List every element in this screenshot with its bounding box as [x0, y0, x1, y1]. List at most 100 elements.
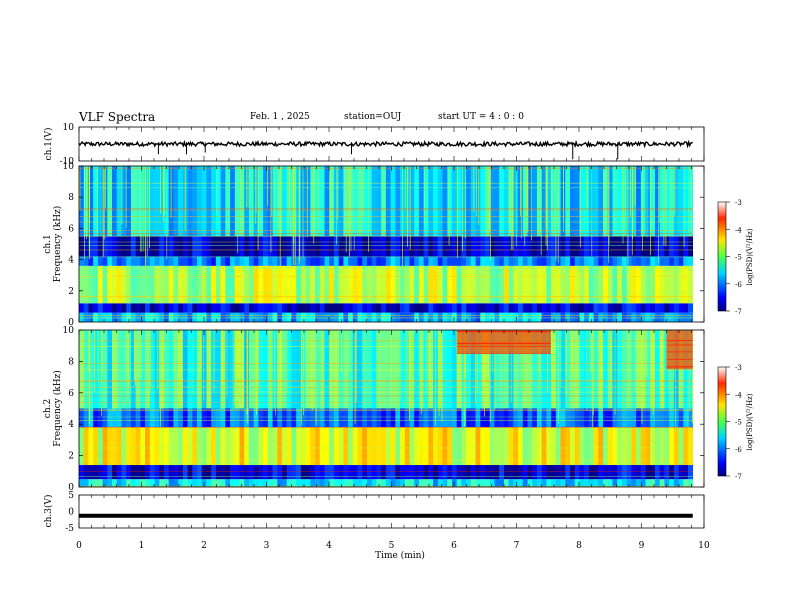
colorbar1-tick-1: -4 — [735, 226, 742, 234]
spectrogram-cell — [362, 408, 368, 428]
spectrogram-cell — [518, 265, 524, 304]
spectrogram-cell — [187, 479, 193, 487]
spectrogram-cell — [574, 236, 580, 257]
spectrogram-cell — [366, 236, 373, 257]
spectrogram-cell — [163, 465, 169, 480]
spectrogram-cell — [305, 303, 311, 313]
spectrogram-cell — [400, 479, 406, 487]
spectrogram-cell — [145, 303, 151, 313]
spectrogram-cell — [197, 408, 203, 428]
spectrogram-cell — [376, 166, 382, 237]
spectrogram-cell — [593, 265, 599, 304]
ch1-waveform-panel — [78, 139, 694, 160]
spectrogram-cell — [390, 236, 396, 257]
spectrogram-cell — [617, 465, 623, 480]
spectrogram-cell — [485, 265, 491, 304]
spectrogram-cell — [536, 312, 542, 322]
spectrogram-cell — [366, 408, 373, 428]
spectrogram-cell — [97, 236, 103, 257]
spectrogram-cell — [348, 312, 354, 322]
spectrogram-cell — [636, 166, 642, 237]
spectrogram-cell — [442, 427, 448, 466]
spectrogram-cell — [211, 265, 217, 304]
spectrogram-cell — [230, 265, 236, 304]
spectrogram-cell — [664, 427, 670, 466]
xtick-label-2: 2 — [201, 541, 207, 551]
spectrogram-cell — [659, 265, 665, 304]
spectrogram-cell — [451, 408, 457, 428]
spectrogram-cell — [593, 427, 599, 466]
spectrogram-cell — [570, 265, 576, 304]
spectrogram-cell — [116, 303, 122, 313]
spectrogram-cell — [107, 166, 113, 237]
spectrogram-cell — [664, 479, 670, 487]
spectrogram-cell — [631, 465, 637, 480]
spectrogram-cell — [423, 427, 429, 466]
spectrogram-cell — [211, 256, 217, 266]
spectrogram-cell — [286, 465, 292, 480]
spectrogram-cell — [433, 265, 439, 304]
spectrogram-cell — [574, 312, 580, 322]
spectrogram-cell — [560, 166, 566, 237]
spectrogram-cell — [83, 256, 89, 266]
spectrogram-cell — [645, 312, 651, 322]
spectrogram-cell — [522, 427, 528, 466]
spectrogram-cell — [343, 312, 349, 322]
spectrogram-cell — [83, 236, 89, 257]
spectrogram-cell — [112, 236, 118, 257]
spectrogram-cell — [83, 312, 89, 322]
spectrogram-cell — [621, 465, 627, 480]
spectrogram-cell — [645, 479, 651, 487]
spectrogram-cell — [102, 303, 108, 313]
spectrogram-cell — [475, 256, 481, 266]
spectrogram-cell — [461, 479, 467, 487]
s1-ylabel: ch.1Frequency (kHz) — [43, 206, 63, 283]
spectrogram-cell — [673, 465, 679, 480]
spectrogram-cell — [409, 312, 415, 322]
spectrogram-cell — [305, 312, 311, 322]
spectrogram-cell — [93, 236, 99, 257]
spectrogram-cell — [215, 427, 221, 466]
spectrogram-cell — [215, 265, 221, 304]
spectrogram-cell — [650, 303, 656, 313]
spectrogram-cell — [263, 303, 269, 313]
spectrogram-cell — [112, 256, 118, 266]
colorbar2-label: log(PSD)(V²/Hz) — [746, 393, 754, 450]
spectrogram-cell — [112, 303, 118, 313]
spectrogram-cell — [149, 265, 155, 304]
spectrogram-cell — [418, 166, 424, 237]
spectrogram-cell — [612, 303, 618, 313]
spectrogram-cell — [338, 166, 344, 237]
spectrogram-cell — [518, 465, 524, 480]
spectrogram-cell — [395, 479, 401, 487]
spectrogram-cell — [385, 312, 391, 322]
spectrogram-cell — [447, 408, 453, 428]
spectrogram-cell — [291, 312, 297, 322]
spectrogram-cell — [673, 408, 679, 428]
spectrogram-cell — [475, 427, 481, 466]
spectrogram-cell — [565, 479, 571, 487]
spectrogram-cell — [598, 312, 604, 322]
spectrogram-cell — [640, 303, 646, 313]
spectrogram-cell — [357, 256, 363, 266]
spectrogram-cell — [466, 256, 472, 266]
spectrogram-cell — [461, 330, 467, 409]
spectrogram-cell — [267, 265, 273, 304]
spectrogram-cell — [654, 303, 660, 313]
spectrogram-cell — [197, 166, 203, 237]
spectrogram-cell — [503, 330, 509, 409]
spectrogram-cell — [688, 236, 694, 257]
spectrogram-cell — [527, 303, 533, 313]
spectrogram-cell — [272, 479, 278, 487]
spectrogram-cell — [371, 408, 377, 428]
spectrogram-cell — [551, 479, 557, 487]
spectrogram-cell — [93, 303, 99, 313]
spectrogram-cell — [230, 330, 236, 409]
spectrogram-cell — [621, 479, 627, 487]
spectrogram-cell — [225, 256, 231, 266]
spectrogram-cell — [178, 303, 184, 313]
spectrogram-cell — [211, 408, 217, 428]
spectrogram-cell — [659, 236, 665, 257]
spectrogram-cell — [362, 427, 368, 466]
spectrogram-cell — [234, 265, 240, 304]
